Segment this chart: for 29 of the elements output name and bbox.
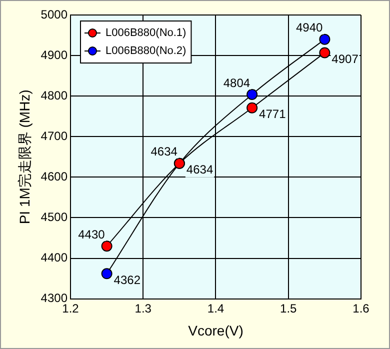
x-tick-label: 1.4	[207, 301, 224, 316]
point	[246, 102, 258, 114]
point	[319, 34, 330, 45]
y-tick-label: 4700	[40, 128, 68, 143]
y-tick-label: 4900	[40, 48, 68, 62]
point	[101, 268, 112, 280]
point	[101, 240, 112, 252]
data-label: 4804	[223, 76, 250, 90]
point	[319, 47, 330, 58]
data-label: 4634	[186, 162, 214, 177]
y-tick-label: 4400	[40, 250, 68, 265]
y-axis-title: PI 1M完走限界 (MHz)	[16, 90, 32, 224]
data-label: 4771	[259, 107, 286, 122]
data-label: 4362	[114, 272, 141, 287]
legend-label: L006B880(No.2)	[105, 45, 186, 58]
data-label: 4907	[332, 52, 359, 66]
x-tick-label: 1.6	[352, 301, 370, 316]
y-tick-label: 4600	[40, 169, 68, 184]
x-tick-label: 1.5	[280, 301, 298, 316]
legend-label: L006B880(No.1)	[105, 27, 186, 40]
data-label: 4634	[150, 144, 178, 159]
point	[246, 88, 258, 100]
y-tick-label: 4500	[40, 210, 68, 224]
y-tick-label: 4800	[40, 88, 68, 102]
x-axis-title: Vcore(V)	[188, 322, 244, 338]
data-label: 4430	[78, 227, 106, 242]
y-tick-label: 5000	[40, 7, 68, 22]
data-label: 4940	[296, 20, 324, 35]
x-tick-label: 1.3	[134, 301, 152, 316]
